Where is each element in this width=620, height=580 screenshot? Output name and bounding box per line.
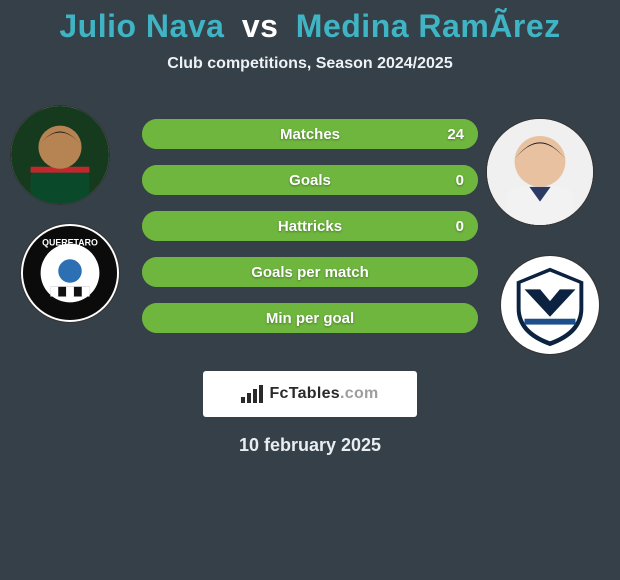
stat-bar-label: Goals per match [251, 264, 369, 281]
stat-bar-value-right: 24 [447, 126, 464, 143]
right-club-badge [500, 255, 600, 355]
title-right-name: Medina RamÃ­rez [296, 8, 561, 44]
subtitle: Club competitions, Season 2024/2025 [0, 55, 620, 73]
stat-bar: Goals per match [142, 257, 478, 287]
left-player-avatar [10, 105, 110, 205]
fctables-logo: FcTables.com [203, 371, 417, 417]
date-text: 10 february 2025 [0, 435, 620, 456]
right-player-avatar [486, 118, 594, 226]
svg-text:QUERETARO: QUERETARO [42, 238, 98, 248]
stat-bar-value-right: 0 [456, 218, 464, 235]
title-vs: vs [242, 8, 279, 44]
stat-bar: Goals 0 [142, 165, 478, 195]
stat-bar: Min per goal [142, 303, 478, 333]
stat-bar-value-right: 0 [456, 172, 464, 189]
left-club-badge: QUERETARO [20, 223, 120, 323]
stat-bar: Matches 24 [142, 119, 478, 149]
stat-bar-label: Goals [289, 172, 331, 189]
stat-bar-label: Min per goal [266, 310, 354, 327]
stat-bar-label: Matches [280, 126, 340, 143]
stat-bar: Hattricks 0 [142, 211, 478, 241]
stat-bars: Matches 24 Goals 0 Hattricks 0 Goals per… [142, 119, 478, 349]
title-left-name: Julio Nava [59, 8, 224, 44]
stat-bar-label: Hattricks [278, 218, 342, 235]
comparison-area: QUERETARO Matches 24 Goals 0 [0, 103, 620, 353]
page-title: Julio Nava vs Medina RamÃ­rez [0, 0, 620, 45]
logo-text: FcTables.com [269, 385, 378, 403]
bars-icon [241, 385, 263, 403]
